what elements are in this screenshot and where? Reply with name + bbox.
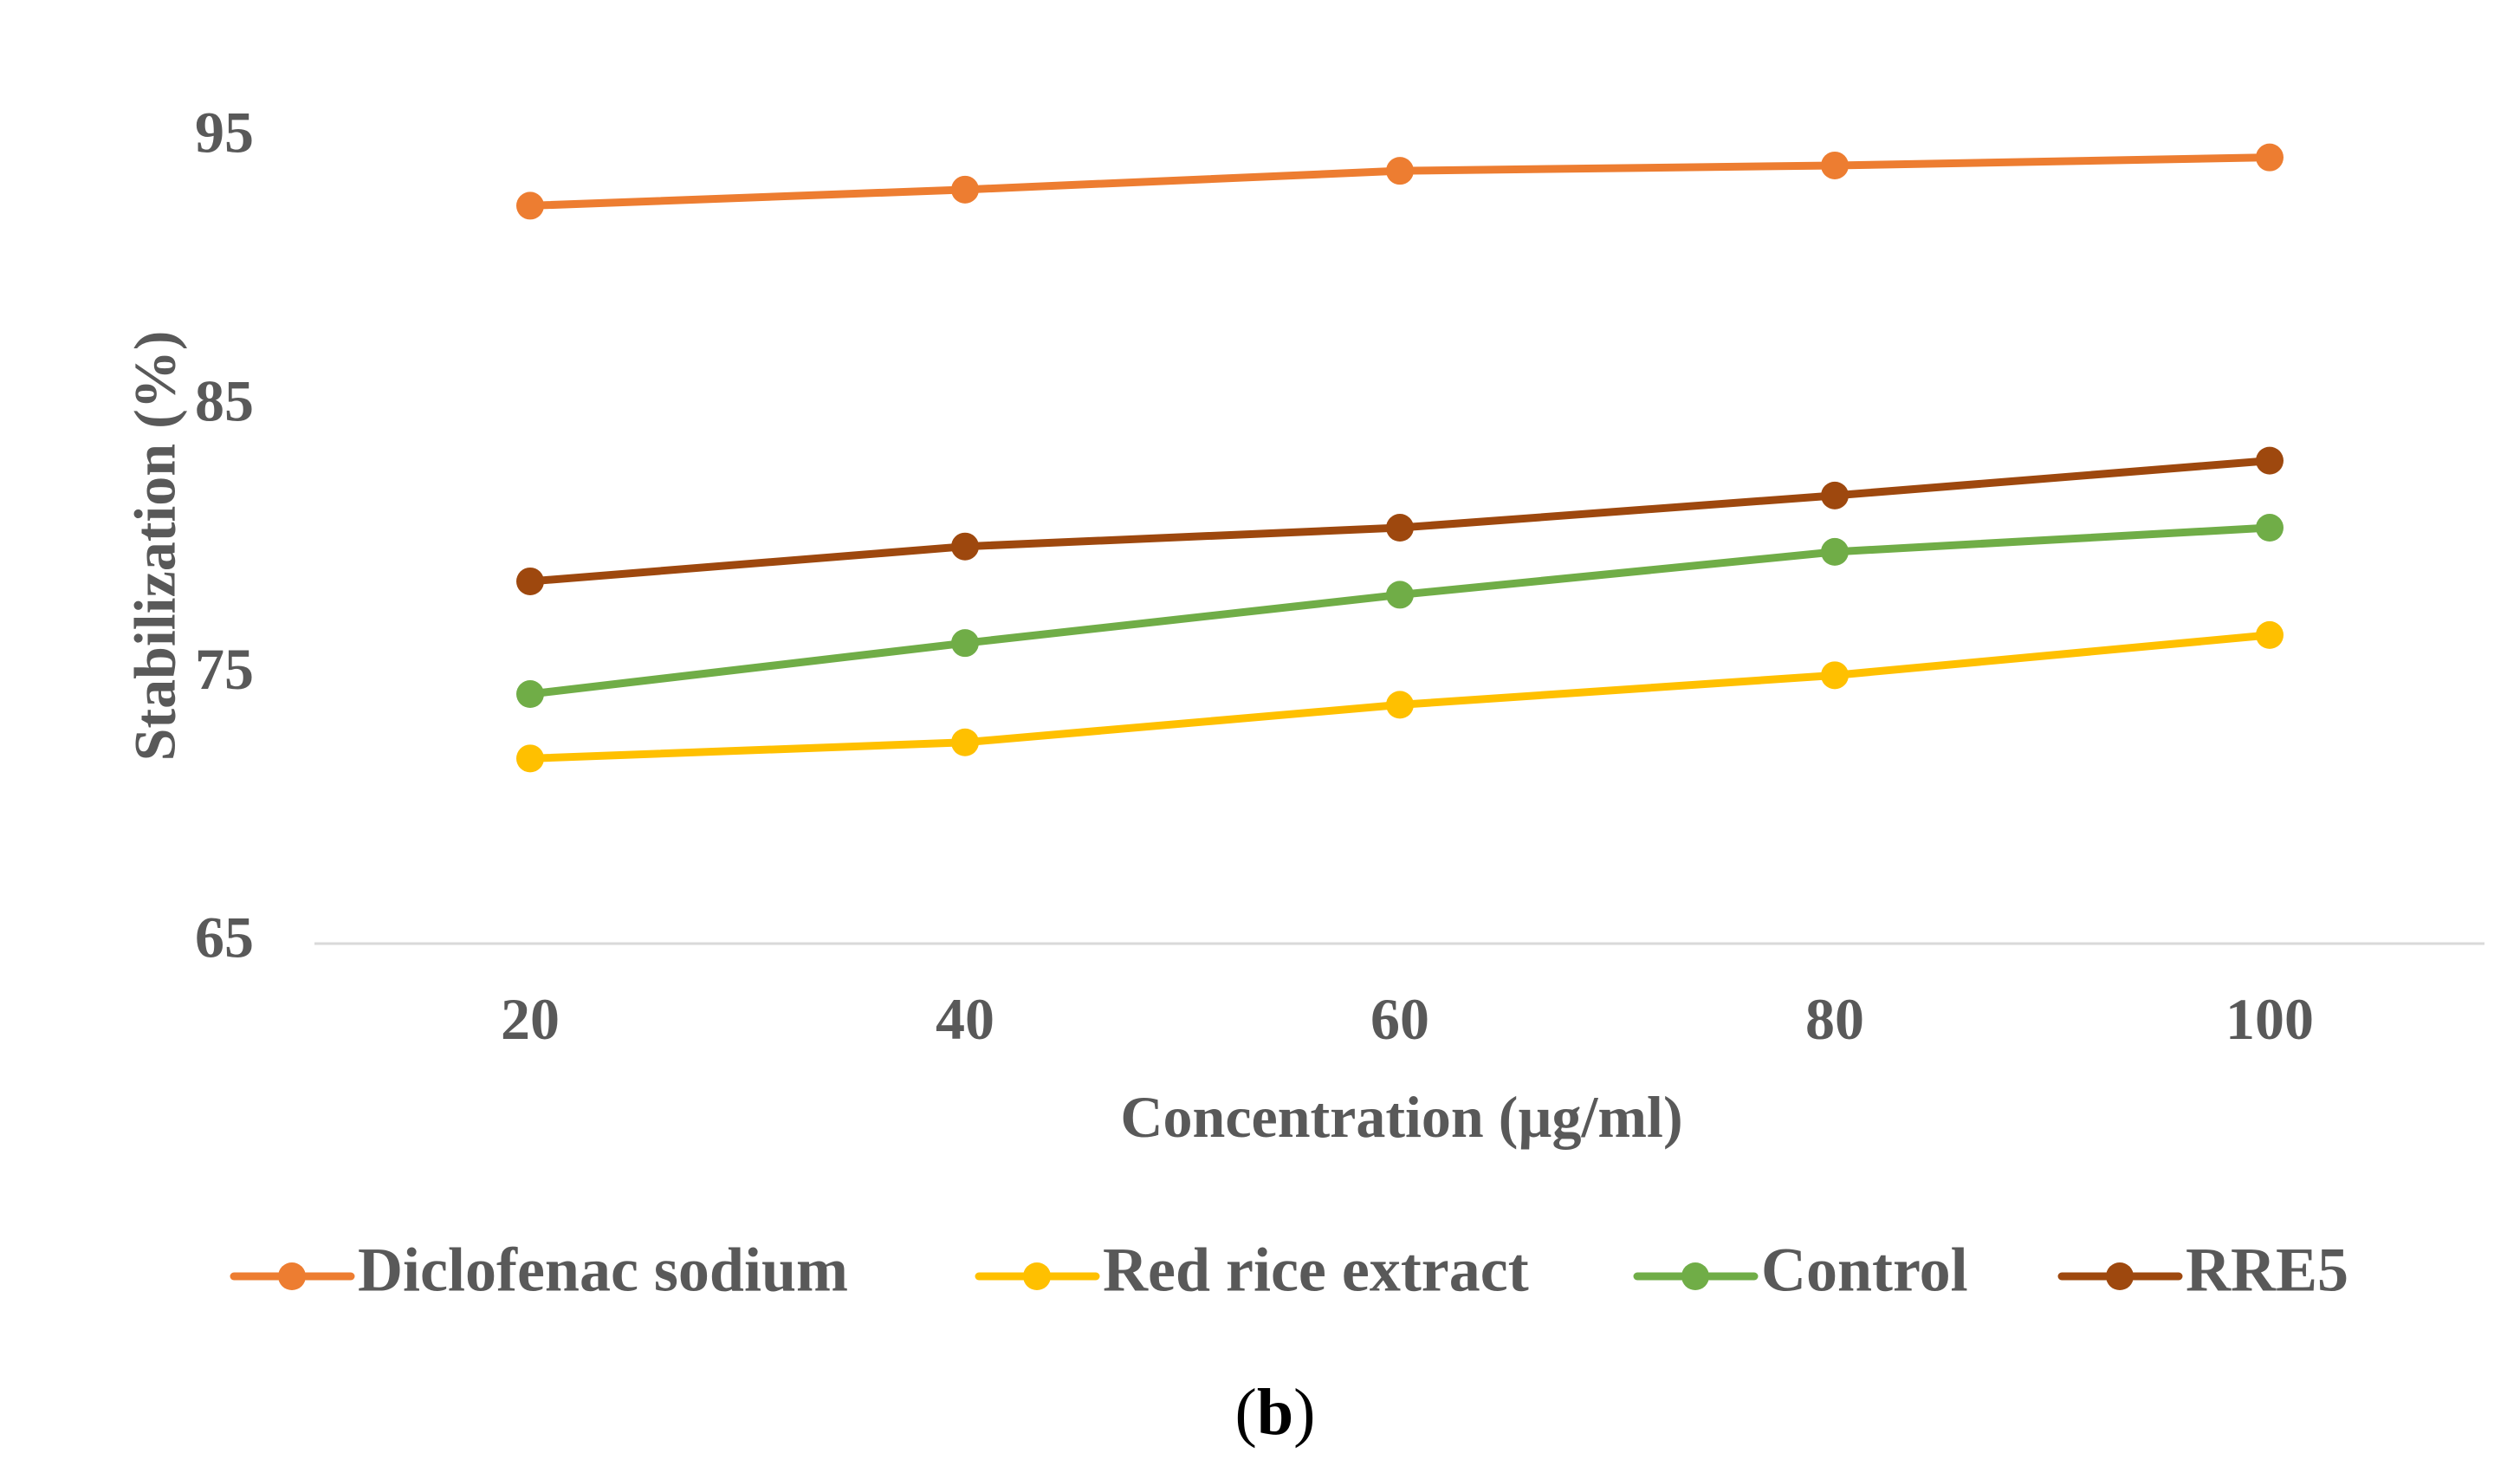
legend-marker [278, 1262, 306, 1290]
series-line [526, 523, 2274, 698]
data-point [1386, 691, 1414, 719]
x-tick-label: 60 [1370, 986, 1429, 1052]
data-point [1386, 157, 1414, 185]
data-point [516, 191, 544, 220]
panel-label-open: ( [1235, 1376, 1257, 1449]
y-tick-label: 65 [195, 905, 254, 970]
legend-item: Control [1633, 1236, 1968, 1305]
data-point [951, 728, 979, 756]
x-axis-title: Concentration (µg/ml) [1120, 1084, 1682, 1150]
series-1 [516, 620, 2284, 773]
legend-item: RRE5 [2057, 1236, 2348, 1305]
legend: Diclofenac sodium Red rice extract Control… [230, 1236, 2348, 1305]
x-axis-ticks: 20 40 60 80 100 [501, 986, 2314, 1052]
data-point [951, 175, 979, 204]
legend-marker [2106, 1262, 2134, 1290]
data-point [1386, 514, 1414, 542]
data-point [1821, 661, 1849, 690]
legend-label: Control [1761, 1236, 1968, 1305]
data-point [516, 567, 544, 595]
legend-item: Diclofenac sodium [230, 1236, 848, 1305]
x-tick-label: 80 [1805, 986, 1864, 1052]
data-point [951, 629, 979, 658]
x-tick-label: 100 [2225, 986, 2314, 1052]
data-point [2256, 446, 2284, 475]
panel-label-letter: b [1257, 1376, 1293, 1449]
data-point [2256, 514, 2284, 542]
data-point [1821, 537, 1849, 566]
y-tick-label: 95 [195, 100, 254, 165]
data-point [1821, 481, 1849, 509]
legend-item: Red rice extract [975, 1236, 1529, 1305]
series-2 [516, 514, 2284, 709]
x-tick-label: 20 [501, 986, 560, 1052]
x-tick-label: 40 [936, 986, 994, 1052]
y-axis-ticks: 65 75 85 95 [195, 100, 254, 970]
y-tick-label: 75 [195, 636, 254, 702]
data-point [1386, 581, 1414, 609]
series-layer [516, 143, 2284, 773]
legend-label: Red rice extract [1103, 1236, 1529, 1305]
data-point [2256, 620, 2284, 649]
data-point [516, 680, 544, 709]
panel-label-close: ) [1293, 1376, 1315, 1449]
panel-label: (b) [1235, 1376, 1316, 1449]
legend-marker [1681, 1262, 1709, 1290]
legend-marker [1023, 1262, 1051, 1290]
legend-label: Diclofenac sodium [358, 1236, 848, 1305]
data-point [2256, 143, 2284, 172]
series-3 [516, 446, 2284, 595]
series-0 [516, 143, 2284, 220]
data-point [951, 532, 979, 561]
data-point [516, 744, 544, 773]
y-tick-label: 85 [195, 367, 254, 433]
legend-label: RRE5 [2186, 1236, 2348, 1305]
data-point [1821, 151, 1849, 179]
y-axis-title: Stabilization (%) [122, 331, 188, 762]
